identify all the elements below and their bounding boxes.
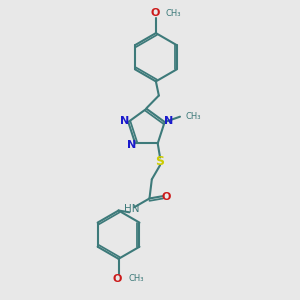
Text: N: N <box>164 116 173 125</box>
Text: N: N <box>120 116 129 125</box>
Text: CH₃: CH₃ <box>186 112 201 121</box>
Text: O: O <box>162 192 171 202</box>
Text: N: N <box>127 140 136 150</box>
Text: O: O <box>113 274 122 284</box>
Text: CH₃: CH₃ <box>128 274 144 283</box>
Text: S: S <box>156 154 165 168</box>
Text: CH₃: CH₃ <box>166 9 181 18</box>
Text: O: O <box>150 8 160 18</box>
Text: HN: HN <box>124 204 140 214</box>
